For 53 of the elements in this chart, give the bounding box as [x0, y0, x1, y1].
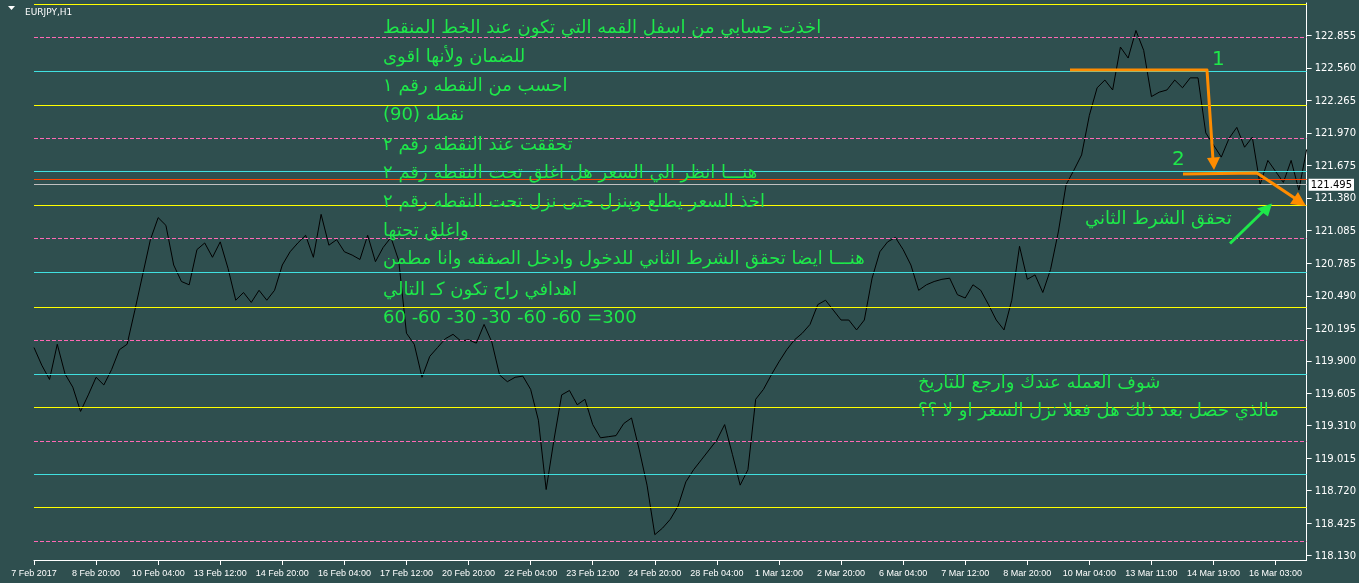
- y-tick-label: 122.560: [1314, 62, 1357, 74]
- y-tick-label: 121.085: [1314, 224, 1357, 236]
- y-tick-label: 119.015: [1314, 452, 1357, 464]
- annotation: هنـــا ايضا تحقق الشرط الثاني للدخول وادخل الصفقه وانا مطمن: [383, 246, 865, 270]
- x-tick-label: 17 Feb 12:00: [379, 567, 434, 578]
- annotation: اهدافي راح تكون كـ التالي: [383, 277, 577, 301]
- y-tick-label: 121.675: [1314, 159, 1357, 171]
- x-tick-label: 14 Mar 19:00: [1187, 567, 1241, 578]
- x-tick-label: 7 Mar 12:00: [941, 567, 990, 578]
- chart-title: EURJPY,H1: [25, 6, 73, 17]
- annotation: شوف العمله عندك وارجع للتاريخ: [918, 370, 1161, 394]
- annotation: احسب من النقطه رقم ١: [383, 73, 568, 97]
- x-tick-label: 13 Mar 11:00: [1125, 567, 1178, 578]
- x-tick-label: 10 Mar 04:00: [1062, 567, 1116, 578]
- annotation: تحقق الشرط الثاني: [1085, 206, 1232, 230]
- x-tick-label: 22 Feb 04:00: [504, 567, 558, 578]
- annotation: 2: [1172, 146, 1185, 170]
- x-tick-label: 16 Mar 03:00: [1249, 567, 1303, 578]
- x-tick-label: 2 Mar 20:00: [817, 567, 866, 578]
- y-tick-label: 121.380: [1314, 192, 1357, 204]
- annotation: 1: [1212, 46, 1225, 70]
- x-tick-label: 23 Feb 12:00: [566, 567, 620, 578]
- x-tick-label: 10 Feb 04:00: [131, 567, 185, 578]
- x-tick-label: 8 Mar 20:00: [1003, 567, 1052, 578]
- x-tick-label: 28 Feb 04:00: [690, 567, 744, 578]
- y-tick-label: 120.785: [1314, 257, 1357, 269]
- annotation: اخذت حسابي من اسفل القمه التي تكون عند الخط المنقط: [383, 15, 822, 39]
- x-tick-label: 20 Feb 20:00: [442, 567, 496, 578]
- x-tick-label: 6 Mar 04:00: [879, 567, 928, 578]
- y-tick-label: 120.195: [1314, 322, 1357, 334]
- y-tick-label: 122.855: [1314, 29, 1357, 41]
- y-tick-label: 118.720: [1314, 485, 1357, 497]
- y-tick-label: 119.310: [1314, 420, 1357, 432]
- y-tick-label: 118.425: [1314, 517, 1357, 529]
- x-tick-label: 1 Mar 12:00: [754, 567, 803, 578]
- y-tick-label: 121.970: [1314, 127, 1357, 139]
- annotation: للضمان ولأنها اقوى: [383, 44, 526, 68]
- annotation: 60 -60 -30 -30 -60 -60 =300: [383, 305, 637, 329]
- x-tick-label: 8 Feb 20:00: [72, 567, 121, 578]
- annotation: واغلق تحتها: [383, 218, 469, 242]
- x-tick-label: 16 Feb 04:00: [317, 567, 371, 578]
- ref-line-label: 121.495: [1310, 179, 1353, 191]
- y-tick-label: 119.605: [1314, 387, 1357, 399]
- x-tick-label: 13 Feb 12:00: [193, 567, 247, 578]
- y-tick-label: 122.265: [1314, 94, 1357, 106]
- y-tick-label: 118.130: [1314, 550, 1357, 562]
- y-tick-label: 119.900: [1314, 355, 1357, 367]
- annotation: نقطه (90): [383, 102, 465, 126]
- x-tick-label: 24 Feb 20:00: [628, 567, 682, 578]
- x-tick-label: 7 Feb 2017: [11, 567, 57, 578]
- x-tick-label: 14 Feb 20:00: [255, 567, 309, 578]
- annotation: تحققت عند النقطه رقم ٢: [383, 132, 573, 156]
- y-tick-label: 120.490: [1314, 290, 1357, 302]
